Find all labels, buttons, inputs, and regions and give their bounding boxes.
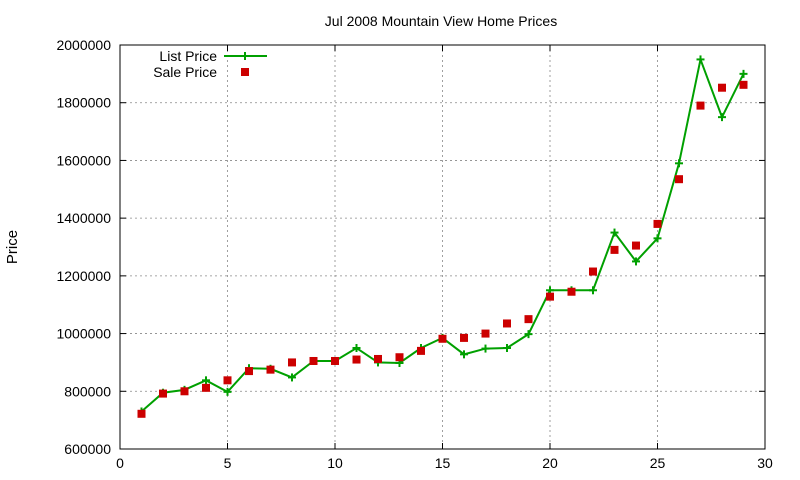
sale-price-point (438, 334, 447, 343)
sale-price-point (180, 387, 189, 396)
sale-price-point (589, 267, 597, 276)
y-tick-label: 2000000 (56, 37, 111, 53)
list-price-point (503, 344, 511, 352)
sale-price-point (159, 389, 167, 398)
sale-price-point (417, 346, 425, 355)
list-price-point (696, 55, 705, 64)
sale-price-point (331, 356, 339, 365)
sale-price-point (696, 101, 705, 110)
sale-price-point (245, 367, 253, 376)
sale-price-point (503, 319, 511, 328)
axis-ticks: 0 5 10 15 20 25 30 600000 800000 1000000 1200000 14… (56, 37, 773, 471)
list-price-point (352, 344, 361, 352)
sale-price-point (653, 219, 662, 228)
list-price-point (288, 373, 296, 382)
sale-price-point (309, 356, 318, 365)
sale-price-point (524, 315, 533, 324)
legend-label: List Price (159, 48, 217, 64)
series-sale-price (137, 80, 748, 418)
y-tick-label: 800000 (64, 383, 111, 399)
x-tick-label: 15 (435, 455, 451, 471)
sale-price-point (288, 358, 296, 367)
list-price-point (739, 69, 748, 78)
x-tick-label: 25 (650, 455, 666, 471)
sale-price-point (567, 287, 576, 296)
sale-price-point (718, 83, 726, 92)
x-tick-label: 10 (327, 455, 343, 471)
sale-price-point (739, 80, 748, 89)
y-tick-label: 1400000 (56, 210, 111, 226)
y-tick-label: 1600000 (56, 152, 111, 168)
x-tick-label: 5 (224, 455, 232, 471)
legend-swatch-marker (241, 68, 249, 76)
sale-price-point (395, 353, 404, 362)
x-tick-label: 0 (116, 455, 124, 471)
y-tick-label: 1200000 (56, 268, 111, 284)
list-price-point (718, 113, 726, 122)
sale-price-point (610, 245, 619, 254)
sale-price-point (546, 292, 554, 301)
sale-price-point (223, 376, 232, 385)
series-group (137, 55, 748, 418)
sale-price-point (481, 329, 490, 338)
list-price-point (632, 257, 640, 266)
sale-price-point (202, 383, 210, 392)
list-price-point (460, 350, 468, 359)
list-price-point (653, 234, 662, 243)
sale-price-point (632, 241, 640, 250)
list-price-point (675, 159, 683, 168)
y-axis-label: Price (4, 230, 21, 264)
list-price-point (202, 376, 210, 385)
list-price-point (481, 344, 490, 353)
x-tick-label: 20 (542, 455, 558, 471)
sale-price-point (675, 175, 683, 184)
list-price-point (223, 387, 232, 396)
sale-price-point (460, 333, 468, 342)
plot-frame (119, 44, 766, 450)
grid (120, 45, 765, 449)
sale-price-point (374, 354, 382, 363)
sale-price-point (352, 355, 361, 364)
x-tick-label: 30 (757, 455, 773, 471)
legend-label: Sale Price (153, 64, 217, 80)
y-tick-label: 1000000 (56, 326, 111, 342)
list-price-point (524, 330, 533, 339)
sale-price-point (137, 409, 146, 418)
list-price-point (610, 228, 619, 237)
y-tick-label: 600000 (64, 441, 111, 457)
legend-entry: Sale Price (153, 64, 249, 80)
list-price-point (589, 286, 597, 295)
legend-entry: List Price (159, 48, 267, 64)
y-tick-label: 1800000 (56, 95, 111, 111)
sale-price-point (266, 365, 275, 374)
chart-title: Jul 2008 Mountain View Home Prices (325, 13, 557, 29)
legend-swatch-marker (241, 52, 249, 60)
